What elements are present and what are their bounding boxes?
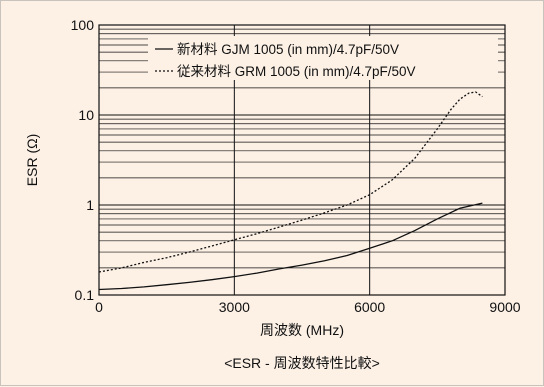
legend-background xyxy=(148,36,498,80)
tick-labels: 0.1 1 10 100 0 3000 6000 9000 xyxy=(71,17,521,315)
x-tick-label: 0 xyxy=(95,299,103,315)
chart-caption: <ESR - 周波数特性比較> xyxy=(224,355,380,371)
y-tick-label: 10 xyxy=(78,107,94,123)
legend: 新材料 GJM 1005 (in mm)/4.7pF/50V 従来材料 GRM … xyxy=(148,36,498,80)
plot-border xyxy=(98,24,506,296)
y-axis-label: ESR (Ω) xyxy=(24,134,40,186)
y-tick-label: 100 xyxy=(71,17,95,33)
x-axis-label: 周波数 (MHz) xyxy=(260,322,344,338)
y-tick-label: 0.1 xyxy=(75,287,95,303)
x-tick-label: 9000 xyxy=(489,299,520,315)
legend-label-conventional-material: 従来材料 GRM 1005 (in mm)/4.7pF/50V xyxy=(177,64,416,79)
x-tick-label: 3000 xyxy=(219,299,250,315)
series-layer xyxy=(98,91,483,291)
y-tick-label: 1 xyxy=(86,197,94,213)
series-line-new-material xyxy=(98,202,483,291)
x-tick-label: 6000 xyxy=(354,299,385,315)
series-line-conventional-material xyxy=(98,91,483,273)
legend-label-new-material: 新材料 GJM 1005 (in mm)/4.7pF/50V xyxy=(177,42,399,57)
